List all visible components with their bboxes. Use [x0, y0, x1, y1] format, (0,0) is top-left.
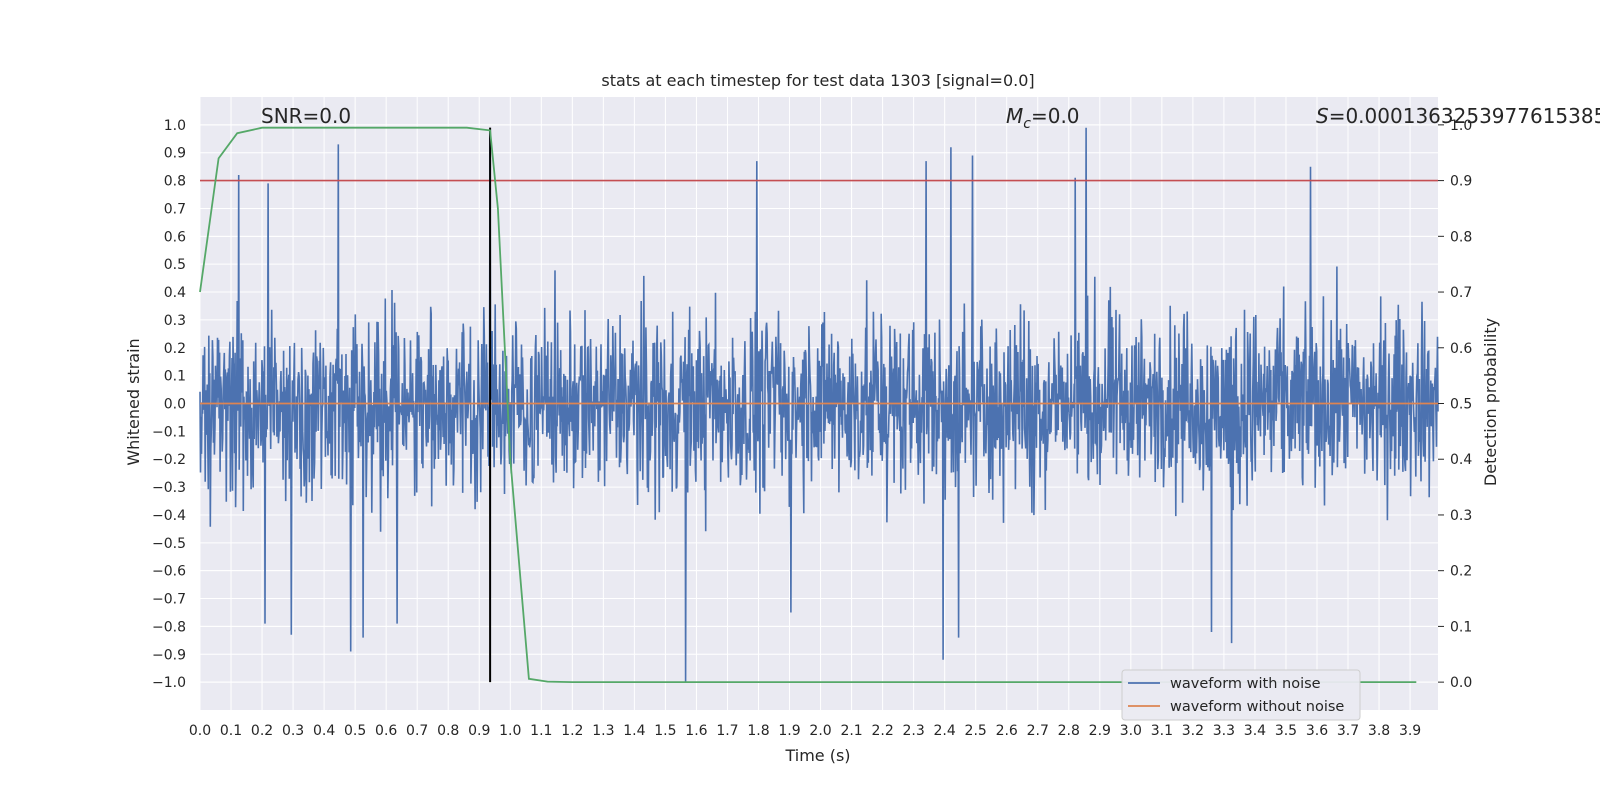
y-tick-label: 0.3 [164, 313, 186, 329]
legend-box [1121, 669, 1361, 721]
series-detection-probability [199, 126, 1417, 683]
y-tick-label: −0.6 [152, 564, 186, 580]
y-right-tick-label: 0.7 [1450, 285, 1472, 301]
y-right-tick-label: 0.6 [1450, 341, 1472, 357]
x-tick-label: 1.4 [623, 723, 645, 739]
series-waveform-with-noise [199, 127, 1439, 683]
y-right-tick-label: 0.5 [1450, 397, 1472, 413]
y-tick-label: 0.8 [164, 174, 186, 190]
x-axis-ticks: 0.0 0.1 0.2 0.3 0.4 0.5 0.6 0.7 0.8 0.9 1.0 1.1 1.2 1… [189, 723, 1421, 739]
y-axis-right-ticks: 1.0 0.9 0.8 0.7 0.6 0.5 0.4 0.3 0.2 0.1 0.0 [1438, 118, 1472, 691]
x-tick-label: 2.5 [965, 723, 987, 739]
y-tick-label: −0.8 [152, 619, 186, 635]
x-tick-label: 2.8 [1058, 723, 1080, 739]
s-annotation: S=0.0001363253977615385 [1316, 104, 1600, 128]
y-tick-label: −0.7 [152, 592, 186, 608]
y-tick-label: 0.9 [164, 146, 186, 162]
x-tick-label: 0.3 [282, 723, 304, 739]
y-axis-ticks: 1.0 0.9 0.8 0.7 0.6 0.5 0.4 0.3 0.2 0.1 0.0 −0.1 −0.… [152, 118, 186, 691]
x-tick-label: 1.0 [499, 723, 521, 739]
y-tick-label: 0.5 [164, 257, 186, 273]
x-tick-label: 2.6 [996, 723, 1018, 739]
y-tick-label: 0.6 [164, 229, 186, 245]
y-tick-label: −0.5 [152, 536, 186, 552]
y-right-tick-label: 0.9 [1450, 174, 1472, 190]
x-tick-label: 2.3 [903, 723, 925, 739]
x-tick-label: 0.9 [468, 723, 490, 739]
x-tick-label: 1.7 [716, 723, 738, 739]
legend: waveform with noise waveform without noi… [1121, 669, 1361, 721]
s-value: =0.0001363253977615385 [1329, 104, 1600, 128]
s-symbol: S [1316, 104, 1329, 128]
x-tick-label: 3.0 [1120, 723, 1142, 739]
y-tick-label: −0.9 [152, 647, 186, 663]
mc-annotation: Mc=0.0 [1006, 104, 1080, 132]
x-tick-label: 0.7 [406, 723, 428, 739]
y-tick-label: −1.0 [152, 675, 186, 691]
x-tick-label: 2.2 [871, 723, 893, 739]
y-tick-label: −0.2 [152, 452, 186, 468]
x-tick-label: 0.4 [313, 723, 335, 739]
chart-title: stats at each timestep for test data 130… [601, 71, 1034, 90]
legend-label-waveform-without-noise: waveform without noise [1170, 699, 1344, 715]
x-tick-label: 0.6 [375, 723, 397, 739]
x-tick-label: 0.2 [251, 723, 273, 739]
x-tick-label: 1.6 [685, 723, 707, 739]
mc-value: =0.0 [1031, 104, 1080, 128]
y-tick-label: 1.0 [164, 118, 186, 134]
x-tick-label: 2.4 [934, 723, 956, 739]
y-tick-label: 0.1 [164, 369, 186, 385]
y-tick-label: −0.3 [152, 480, 186, 496]
y-tick-label: 0.2 [164, 341, 186, 357]
detection-probability-line [199, 126, 1417, 683]
y-axis-right-label: Detection probability [1481, 318, 1500, 486]
x-tick-label: 3.4 [1244, 723, 1266, 739]
x-tick-label: 1.3 [592, 723, 614, 739]
x-axis-label: Time (s) [784, 746, 850, 765]
y-right-tick-label: 0.2 [1450, 564, 1472, 580]
x-tick-label: 3.3 [1213, 723, 1235, 739]
x-tick-label: 0.8 [437, 723, 459, 739]
y-tick-label: 0.7 [164, 201, 186, 217]
x-tick-label: 3.6 [1306, 723, 1328, 739]
y-right-tick-label: 0.4 [1450, 452, 1472, 468]
y-tick-label: −0.1 [152, 424, 186, 440]
x-tick-label: 0.5 [344, 723, 366, 739]
x-tick-label: 3.7 [1337, 723, 1359, 739]
snr-annotation: SNR=0.0 [261, 104, 351, 128]
x-tick-label: 2.1 [840, 723, 862, 739]
x-tick-label: 1.5 [654, 723, 676, 739]
x-tick-label: 0.0 [189, 723, 211, 739]
x-tick-label: 2.0 [809, 723, 831, 739]
y-right-tick-label: 0.8 [1450, 229, 1472, 245]
x-tick-label: 1.9 [778, 723, 800, 739]
x-tick-label: 0.1 [220, 723, 242, 739]
x-tick-label: 3.1 [1151, 723, 1173, 739]
x-tick-label: 3.2 [1182, 723, 1204, 739]
x-tick-label: 3.9 [1399, 723, 1421, 739]
y-tick-label: 0.4 [164, 285, 186, 301]
x-tick-label: 3.8 [1368, 723, 1390, 739]
y-right-tick-label: 0.3 [1450, 508, 1472, 524]
y-tick-label: 0.0 [164, 397, 186, 413]
waveform-with-noise-line [199, 127, 1439, 683]
y-right-tick-label: 0.0 [1450, 675, 1472, 691]
mc-symbol: M [1006, 104, 1023, 128]
mc-subscript: c [1023, 116, 1031, 132]
y-right-tick-label: 0.1 [1450, 619, 1472, 635]
legend-label-waveform-with-noise: waveform with noise [1170, 676, 1321, 692]
y-axis-label: Whitened strain [124, 338, 143, 465]
y-right-tick-label: 1.0 [1450, 118, 1472, 134]
x-tick-label: 1.1 [530, 723, 552, 739]
x-tick-label: 3.5 [1275, 723, 1297, 739]
y-tick-label: −0.4 [152, 508, 186, 524]
x-tick-label: 2.7 [1027, 723, 1049, 739]
x-tick-label: 2.9 [1089, 723, 1111, 739]
x-tick-label: 1.2 [561, 723, 583, 739]
x-tick-label: 1.8 [747, 723, 769, 739]
